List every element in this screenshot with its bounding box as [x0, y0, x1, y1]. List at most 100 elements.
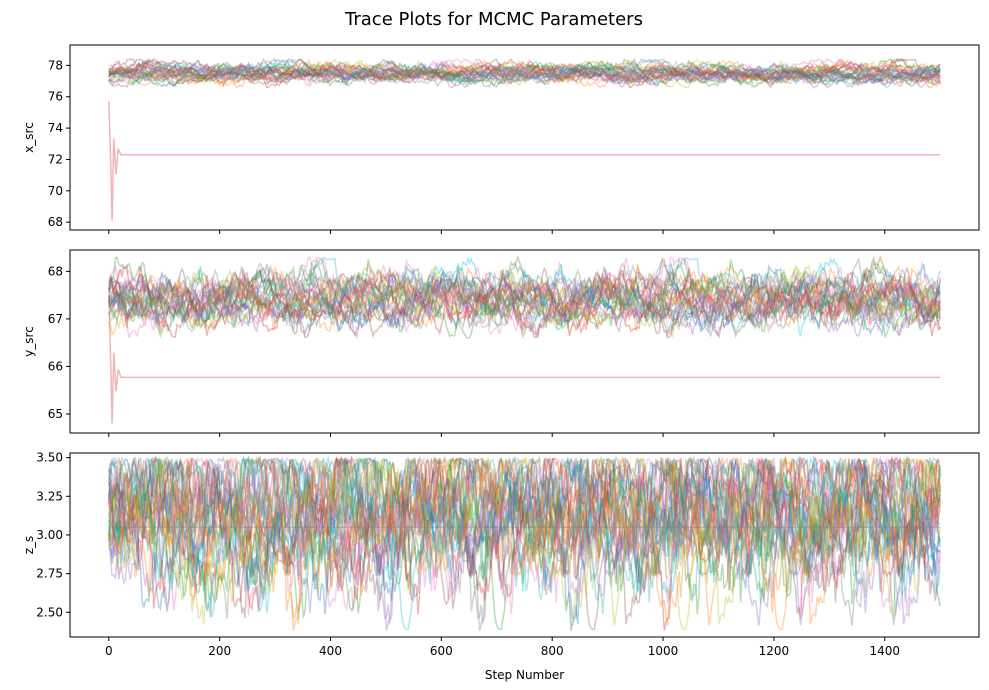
- walker-trace: [108, 256, 941, 340]
- walker-trace: [108, 58, 941, 89]
- y-tick-label: 2.50: [36, 605, 63, 619]
- chart-title: Trace Plots for MCMC Parameters: [344, 9, 643, 30]
- walker-trace: [108, 455, 941, 626]
- walker-trace: [108, 58, 941, 88]
- walker-trace: [108, 259, 941, 340]
- walker-trace: [108, 265, 941, 330]
- walker-trace: [108, 58, 941, 89]
- walker-trace: [108, 257, 941, 334]
- walker-trace: [108, 455, 941, 616]
- series-group: [108, 455, 941, 631]
- walker-trace: [108, 58, 941, 84]
- walker-trace: [108, 268, 941, 338]
- walker-trace: [108, 58, 941, 87]
- walker-trace: [108, 61, 941, 89]
- y-axis-label: x_src: [22, 122, 36, 153]
- walker-trace: [108, 59, 941, 87]
- walker-trace: [108, 455, 941, 631]
- walker-trace: [108, 455, 941, 631]
- walker-trace: [108, 455, 941, 619]
- walker-trace: [108, 256, 941, 335]
- walker-trace: [108, 456, 941, 625]
- x-tick-label: 0: [105, 644, 113, 658]
- x-tick-label: 1400: [870, 644, 901, 658]
- walker-trace: [108, 455, 941, 631]
- y-tick-label: 2.75: [36, 567, 63, 581]
- walker-trace: [108, 59, 941, 89]
- walker-trace: [108, 455, 941, 618]
- walker-trace: [108, 263, 941, 337]
- walker-trace: [108, 455, 941, 626]
- walker-trace: [108, 58, 941, 87]
- walker-trace: [108, 59, 941, 88]
- walker-trace: [108, 58, 941, 88]
- walker-trace: [108, 455, 941, 618]
- walker-trace: [108, 269, 941, 337]
- y-axis-label: y_src: [22, 326, 36, 357]
- walker-trace: [108, 61, 941, 87]
- walker-trace: [108, 455, 941, 631]
- walker-trace: [108, 57, 941, 86]
- walker-trace: [108, 455, 941, 631]
- walker-trace: [108, 61, 941, 88]
- walker-trace: [108, 59, 941, 86]
- y-tick-label: 76: [48, 90, 63, 104]
- walker-trace: [108, 455, 941, 631]
- walker-trace: [108, 455, 941, 631]
- axes-frame: [69, 249, 980, 434]
- y-tick-label: 72: [48, 152, 63, 166]
- walker-trace: [108, 58, 941, 84]
- walker-trace: [108, 257, 941, 338]
- walker-trace: [108, 455, 941, 625]
- y-tick-label: 3.25: [36, 489, 63, 503]
- walker-trace: [108, 457, 941, 615]
- walker-trace: [108, 455, 941, 626]
- walker-trace: [108, 455, 941, 625]
- walker-trace: [108, 455, 941, 592]
- walker-trace: [108, 256, 941, 338]
- y-tick-label: 74: [48, 121, 63, 135]
- walker-trace: [108, 264, 941, 339]
- y-tick-label: 68: [48, 215, 63, 229]
- y-tick-label: 3.50: [36, 451, 63, 465]
- series-group: [108, 254, 941, 424]
- panel-y_src: 65 66 67 68 y_src: [22, 249, 980, 437]
- walker-trace: [108, 254, 941, 339]
- walker-trace: [108, 58, 941, 88]
- walker-trace: [108, 263, 941, 337]
- x-tick-label: 1000: [648, 644, 679, 658]
- walker-trace: [108, 259, 941, 339]
- walker-trace: [108, 271, 941, 334]
- walker-trace: [108, 59, 941, 89]
- y-tick-label: 67: [48, 312, 63, 326]
- walker-trace: [108, 455, 941, 631]
- walker-trace: [108, 263, 941, 337]
- stuck-walker-trace: [108, 295, 941, 424]
- y-axis-label: z_s: [22, 536, 36, 555]
- walker-trace: [108, 255, 941, 337]
- y-tick-label: 66: [48, 359, 63, 373]
- walker-trace: [108, 455, 941, 612]
- walker-trace: [108, 254, 941, 335]
- walker-trace: [108, 456, 941, 625]
- walker-trace: [108, 455, 941, 615]
- walker-trace: [108, 58, 941, 88]
- walker-trace: [108, 263, 941, 334]
- walker-trace: [108, 268, 941, 339]
- x-tick-label: 600: [430, 644, 453, 658]
- walker-trace: [108, 457, 941, 615]
- walker-trace: [108, 256, 941, 339]
- walker-trace: [108, 258, 941, 336]
- walker-trace: [108, 58, 941, 88]
- y-tick-label: 70: [48, 184, 63, 198]
- walker-trace: [108, 59, 941, 89]
- panel-x_src: 68 70 72 74 76 78 x_src: [22, 44, 980, 234]
- walker-trace: [108, 58, 941, 88]
- y-tick-label: 78: [48, 58, 63, 72]
- axes-frame: [69, 452, 980, 638]
- axes-frame: [69, 44, 980, 231]
- walker-trace: [108, 58, 941, 87]
- walker-trace: [108, 457, 941, 625]
- walker-trace: [108, 455, 941, 615]
